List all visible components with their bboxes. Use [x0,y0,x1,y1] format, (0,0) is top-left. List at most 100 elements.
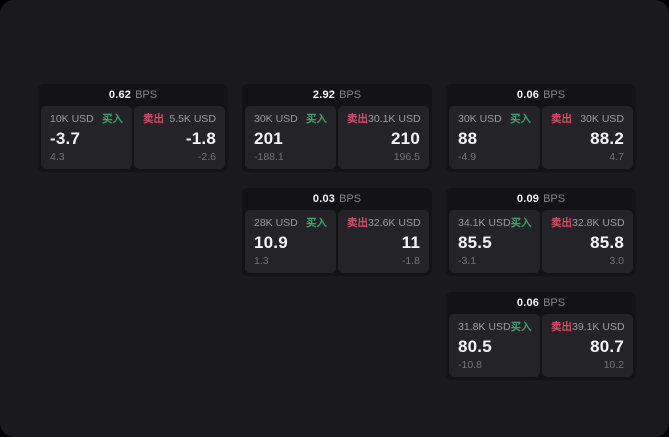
buy-panel[interactable]: 30K USD 买入 88 -4.9 [449,106,540,169]
sell-side-tag: 卖出 [347,217,368,229]
spread-bps-value: 0.06 [516,88,540,101]
bps-unit-label: BPS [135,88,158,101]
buy-panel[interactable]: 28K USD 买入 10.9 1.3 [245,210,336,273]
buy-panel-header: 31.8K USD 买入 [458,321,532,333]
bps-unit-label: BPS [543,296,566,309]
sell-panel[interactable]: 卖出 39.1K USD 80.7 10.2 [542,314,633,377]
quote-card: 0.06 BPS 30K USD 买入 88 -4.9 卖出 30K USD 8… [446,84,636,172]
buy-size-label: 31.8K USD [458,321,511,333]
quote-card: 0.09 BPS 34.1K USD 买入 85.5 -3.1 卖出 32.8K… [446,188,636,276]
quote-card: 0.03 BPS 28K USD 买入 10.9 1.3 卖出 32.6K US… [242,188,432,276]
bps-unit-label: BPS [543,88,566,101]
buy-delta: -4.9 [458,150,477,163]
sell-price: 11 [401,232,420,252]
buy-side-tag: 买入 [510,321,532,333]
buy-panel[interactable]: 31.8K USD 买入 80.5 -10.8 [449,314,540,377]
sell-price: 88.2 [590,128,624,148]
sell-delta: 196.5 [393,150,420,163]
sell-size-label: 32.6K USD [368,217,421,229]
spread-bps-value: 2.92 [312,88,336,101]
buy-size-label: 28K USD [254,217,298,229]
sell-panel[interactable]: 卖出 32.6K USD 11 -1.8 [338,210,429,273]
spread-header: 0.03 BPS [242,188,432,210]
buy-price: -3.7 [50,128,81,148]
sell-panel[interactable]: 卖出 32.8K USD 85.8 3.0 [542,210,633,273]
sell-delta: 3.0 [609,254,624,267]
sell-delta: 10.2 [603,358,624,371]
buy-panel-header: 28K USD 买入 [254,218,327,229]
quote-panels: 34.1K USD 买入 85.5 -3.1 卖出 32.8K USD 85.8… [446,210,636,276]
spread-header: 0.62 BPS [38,84,228,106]
buy-panel-header: 30K USD 买入 [458,114,531,125]
buy-panel[interactable]: 30K USD 买入 201 -188.1 [245,106,336,169]
spread-header: 0.09 BPS [446,188,636,210]
sell-price: 210 [391,128,420,148]
sell-panel-header: 卖出 32.8K USD [551,217,625,229]
buy-panel[interactable]: 34.1K USD 买入 85.5 -3.1 [449,210,540,273]
quote-panels: 10K USD 买入 -3.7 4.3 卖出 5.5K USD -1.8 -2.… [38,106,228,172]
spread-header: 2.92 BPS [242,84,432,106]
sell-panel-header: 卖出 39.1K USD [551,321,625,333]
buy-side-tag: 买入 [306,217,327,229]
spread-bps-value: 0.06 [516,296,540,309]
sell-price: 80.7 [590,336,624,356]
sell-side-tag: 卖出 [143,113,164,125]
buy-price: 10.9 [254,232,288,252]
quote-card: 0.06 BPS 31.8K USD 买入 80.5 -10.8 卖出 39.1… [446,292,636,380]
buy-price: 85.5 [458,232,492,252]
buy-side-tag: 买入 [510,113,531,125]
buy-panel-header: 10K USD 买入 [50,114,123,125]
spread-bps-value: 0.09 [516,192,540,205]
bps-unit-label: BPS [543,192,566,205]
buy-price: 201 [254,128,283,148]
sell-price: -1.8 [185,128,216,148]
sell-side-tag: 卖出 [551,113,572,125]
quote-panels: 30K USD 买入 201 -188.1 卖出 30.1K USD 210 1… [242,106,432,172]
buy-price: 80.5 [458,336,492,356]
buy-size-label: 30K USD [458,113,502,125]
sell-size-label: 30.1K USD [368,113,421,125]
buy-side-tag: 买入 [510,217,532,229]
quote-panels: 31.8K USD 买入 80.5 -10.8 卖出 39.1K USD 80.… [446,314,636,380]
buy-delta: -188.1 [254,150,284,163]
sell-size-label: 5.5K USD [169,113,216,125]
buy-panel[interactable]: 10K USD 买入 -3.7 4.3 [41,106,132,169]
sell-delta: -1.8 [401,254,420,267]
sell-panel-header: 卖出 30.1K USD [347,113,421,125]
buy-side-tag: 买入 [306,113,327,125]
sell-price: 85.8 [590,232,624,252]
sell-panel-header: 卖出 32.6K USD [347,217,421,229]
buy-delta: 1.3 [254,254,269,267]
spread-header: 0.06 BPS [446,292,636,314]
sell-delta: 4.7 [609,150,624,163]
sell-panel-header: 卖出 30K USD [551,114,624,125]
buy-size-label: 30K USD [254,113,298,125]
quote-card: 2.92 BPS 30K USD 买入 201 -188.1 卖出 30.1K … [242,84,432,172]
bps-unit-label: BPS [339,192,362,205]
buy-side-tag: 买入 [102,113,123,125]
buy-panel-header: 34.1K USD 买入 [458,217,532,229]
sell-side-tag: 卖出 [551,217,572,229]
sell-panel[interactable]: 卖出 5.5K USD -1.8 -2.6 [134,106,225,169]
sell-side-tag: 卖出 [551,321,572,333]
sell-size-label: 39.1K USD [572,321,625,333]
quote-panels: 30K USD 买入 88 -4.9 卖出 30K USD 88.2 4.7 [446,106,636,172]
buy-delta: 4.3 [50,150,65,163]
sell-panel[interactable]: 卖出 30.1K USD 210 196.5 [338,106,429,169]
quote-panels: 28K USD 买入 10.9 1.3 卖出 32.6K USD 11 -1.8 [242,210,432,276]
spread-bps-value: 0.62 [108,88,132,101]
sell-size-label: 30K USD [580,113,624,125]
buy-size-label: 10K USD [50,113,94,125]
buy-size-label: 34.1K USD [458,217,511,229]
spread-header: 0.06 BPS [446,84,636,106]
buy-panel-header: 30K USD 买入 [254,114,327,125]
spread-bps-value: 0.03 [312,192,336,205]
sell-side-tag: 卖出 [347,113,368,125]
bps-unit-label: BPS [339,88,362,101]
sell-panel-header: 卖出 5.5K USD [143,114,216,125]
sell-panel[interactable]: 卖出 30K USD 88.2 4.7 [542,106,633,169]
sell-size-label: 32.8K USD [572,217,625,229]
buy-delta: -10.8 [458,358,482,371]
buy-price: 88 [458,128,478,148]
